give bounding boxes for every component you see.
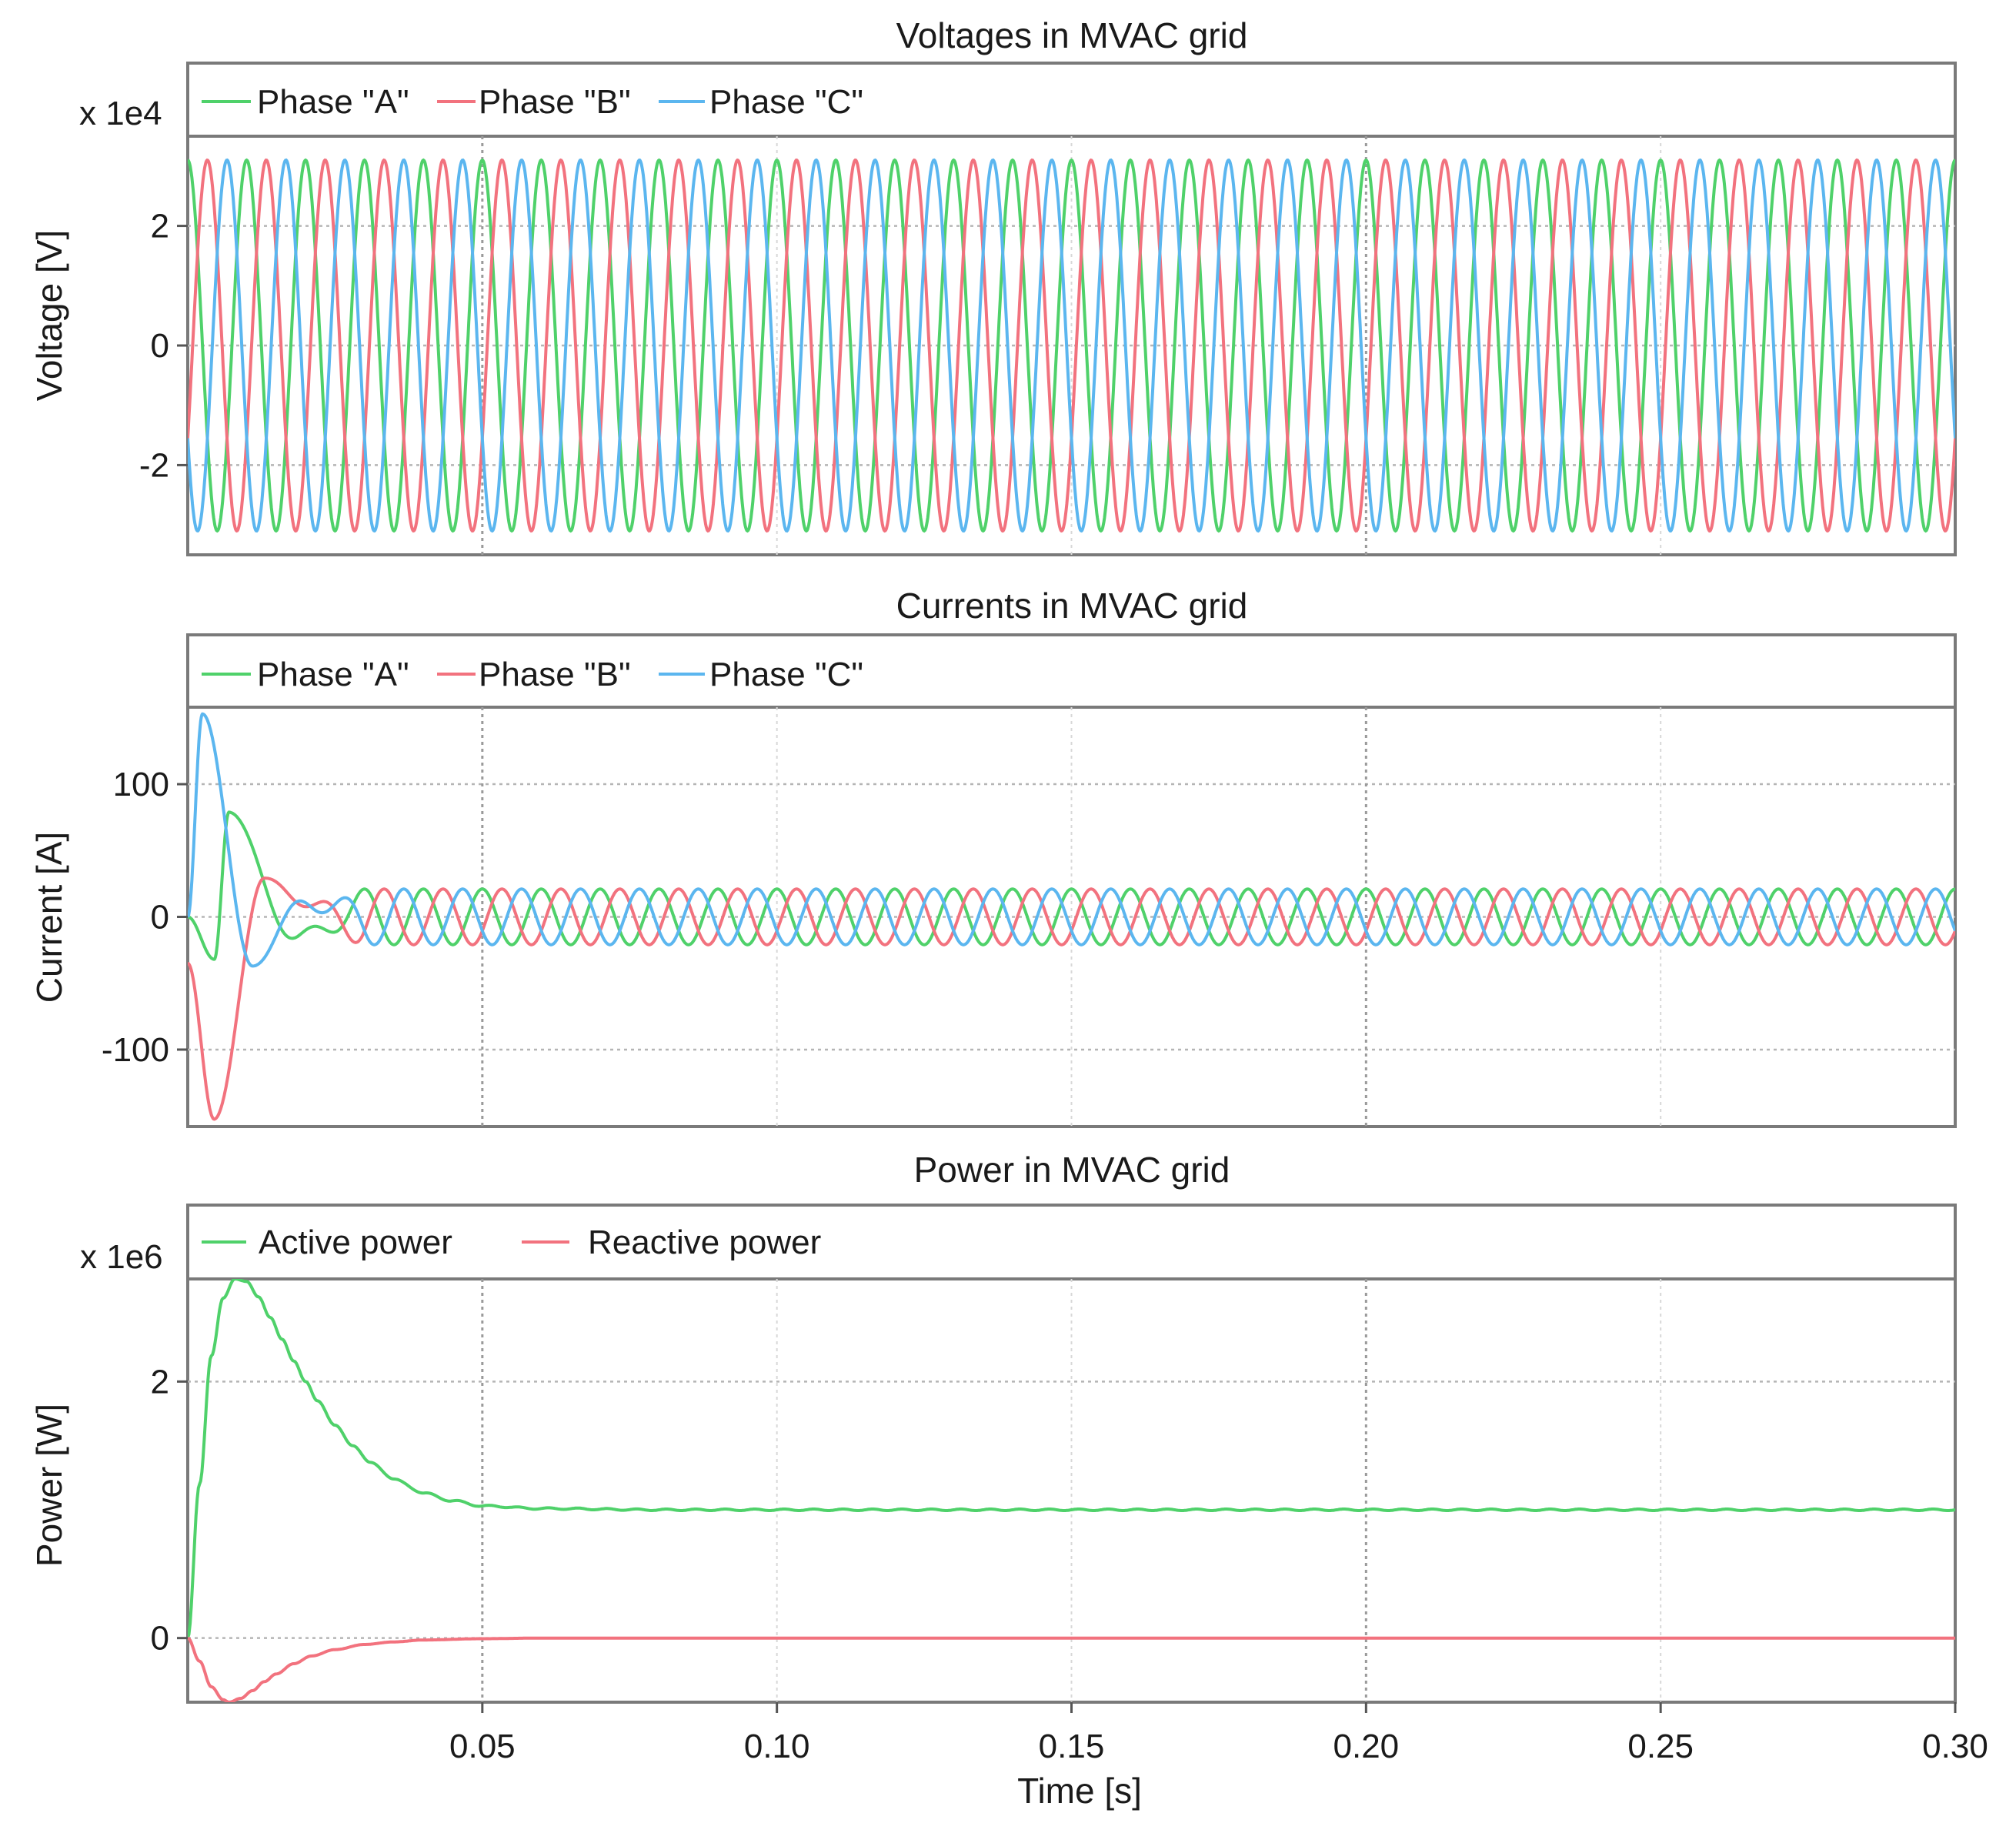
current-y-ticks: 100 0 -100 <box>102 766 188 1069</box>
x-axis-label: Time [s] <box>1017 1771 1142 1811</box>
power-y-axis-label: Power [W] <box>29 1404 69 1567</box>
legend-entry: Phase "B" <box>479 83 631 121</box>
x-tick-label: 0.30 <box>1922 1728 1988 1765</box>
legend-entry: Active power <box>259 1224 452 1261</box>
power-x-grid <box>481 1279 1662 1702</box>
x-tick-label: 0.05 <box>449 1728 516 1765</box>
legend-entry: Phase "A" <box>257 83 409 121</box>
y-tick-label: 0 <box>151 899 169 937</box>
voltage-panel: Voltages in MVAC grid 20-2 Phase "A" Phas… <box>29 15 1957 556</box>
current-panel: Currents in MVAC grid 100 0 -100 Phase "A"… <box>29 586 1957 1128</box>
series-line <box>188 712 1955 968</box>
current-title: Currents in MVAC grid <box>896 586 1248 626</box>
series-line <box>188 158 1955 533</box>
voltage-x-grid <box>481 136 1662 555</box>
power-series <box>188 1279 1955 1702</box>
y-tick-label: 0 <box>151 1620 169 1658</box>
voltage-legend-box <box>186 62 1957 138</box>
y-tick-label: 100 <box>113 766 169 803</box>
current-x-grid <box>481 707 1662 1127</box>
legend-entry: Phase "C" <box>709 83 863 121</box>
legend-entry: Phase "B" <box>479 656 631 693</box>
power-title: Power in MVAC grid <box>914 1150 1230 1190</box>
x-tick-label: 0.20 <box>1333 1728 1400 1765</box>
voltage-y-ticks: 2 0 -2 <box>139 208 188 484</box>
voltage-series <box>188 158 1955 533</box>
current-legend-box <box>186 633 1957 709</box>
voltage-legend: Phase "A" Phase "B" Phase "C" <box>202 83 863 121</box>
voltage-y-axis-label: Voltage [V] <box>29 230 69 402</box>
legend-entry: Phase "A" <box>257 656 409 693</box>
voltage-title: Voltages in MVAC grid <box>896 15 1248 55</box>
series-line <box>188 810 1955 961</box>
x-tick-label: 0.15 <box>1039 1728 1105 1765</box>
current-series <box>188 712 1955 1121</box>
y-tick-label: -100 <box>102 1031 169 1069</box>
current-legend: Phase "A" Phase "B" Phase "C" <box>202 656 863 693</box>
power-y-ticks: 20 <box>151 1363 188 1658</box>
y-tick-label: 2 <box>151 1363 169 1401</box>
series-line <box>188 1636 1955 1702</box>
power-legend: Active power Reactive power <box>202 1224 821 1261</box>
legend-entry: Reactive power <box>588 1224 821 1261</box>
power-legend-box <box>186 1204 1957 1280</box>
power-x-ticks: 0.05 0.10 0.15 0.20 0.25 0.30 <box>449 1702 1988 1765</box>
legend-entry: Phase "C" <box>709 656 863 693</box>
x-tick-label: 0.10 <box>744 1728 810 1765</box>
current-y-axis-label: Current [A] <box>29 832 69 1003</box>
power-panel: Power in MVAC grid 20 Active power Reacti… <box>29 1150 1988 1811</box>
y-tick-label: 2 <box>151 208 169 245</box>
y-tick-label: 0 <box>151 327 169 365</box>
series-line <box>188 1279 1955 1639</box>
power-scale-label: x 1e6 <box>80 1238 163 1276</box>
y-tick-label: -2 <box>139 446 169 484</box>
x-tick-label: 0.25 <box>1627 1728 1694 1765</box>
voltage-scale-label: x 1e4 <box>79 95 162 132</box>
series-line <box>188 158 1955 533</box>
